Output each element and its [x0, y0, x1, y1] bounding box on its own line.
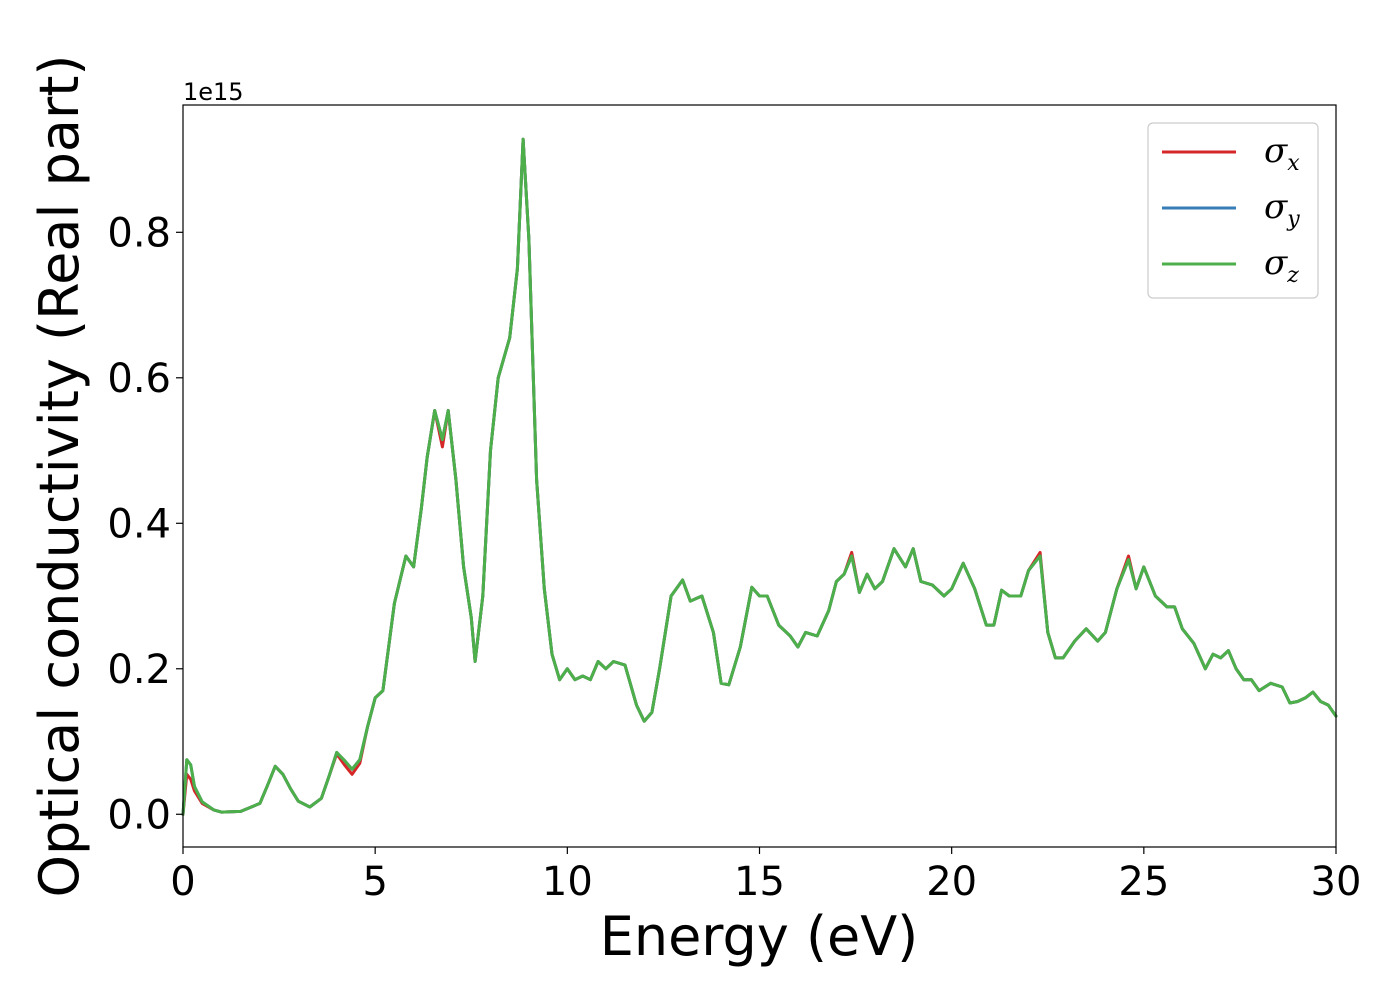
legend-label-symbol: σ: [1264, 131, 1288, 171]
x-axis-title: Energy (eV): [600, 905, 919, 968]
legend-label-z: σz: [1264, 243, 1299, 288]
x-tick-label: 30: [1311, 859, 1362, 905]
legend-box: [1147, 122, 1319, 299]
legend-label-subscript: x: [1287, 151, 1300, 176]
legend-label-subscript: z: [1286, 263, 1299, 288]
legend-label-subscript: y: [1286, 207, 1300, 232]
legend-label-y: σy: [1264, 187, 1300, 232]
x-tick-label: 20: [926, 859, 977, 905]
y-tick-label: 0.2: [107, 647, 171, 693]
y-axis-title: Optical conductivity (Real part): [28, 55, 91, 898]
x-tick-label: 10: [542, 859, 593, 905]
x-tick-label: 15: [734, 859, 785, 905]
series-line-z: [181, 137, 1338, 816]
y-tick-label: 0.4: [107, 501, 171, 547]
y-tick-label: 0.6: [107, 356, 171, 402]
legend-label-symbol: σ: [1264, 187, 1288, 227]
legend-label-x: σx: [1264, 131, 1300, 176]
y-tick-label: 0.0: [107, 792, 171, 838]
x-tick-label: 5: [362, 859, 387, 905]
x-tick-label: 0: [170, 859, 195, 905]
y-axis-ticks: 0.0 0.2 0.4 0.6 0.8: [107, 210, 183, 838]
x-tick-label: 25: [1118, 859, 1169, 905]
series-layer: [181, 137, 1338, 816]
y-tick-label: 0.8: [107, 210, 171, 256]
x-axis-ticks: 0 5 10 15 20 25 30: [170, 847, 1361, 905]
legend-label-symbol: σ: [1264, 243, 1288, 283]
y-axis-offset-label: 1e15: [183, 78, 244, 106]
